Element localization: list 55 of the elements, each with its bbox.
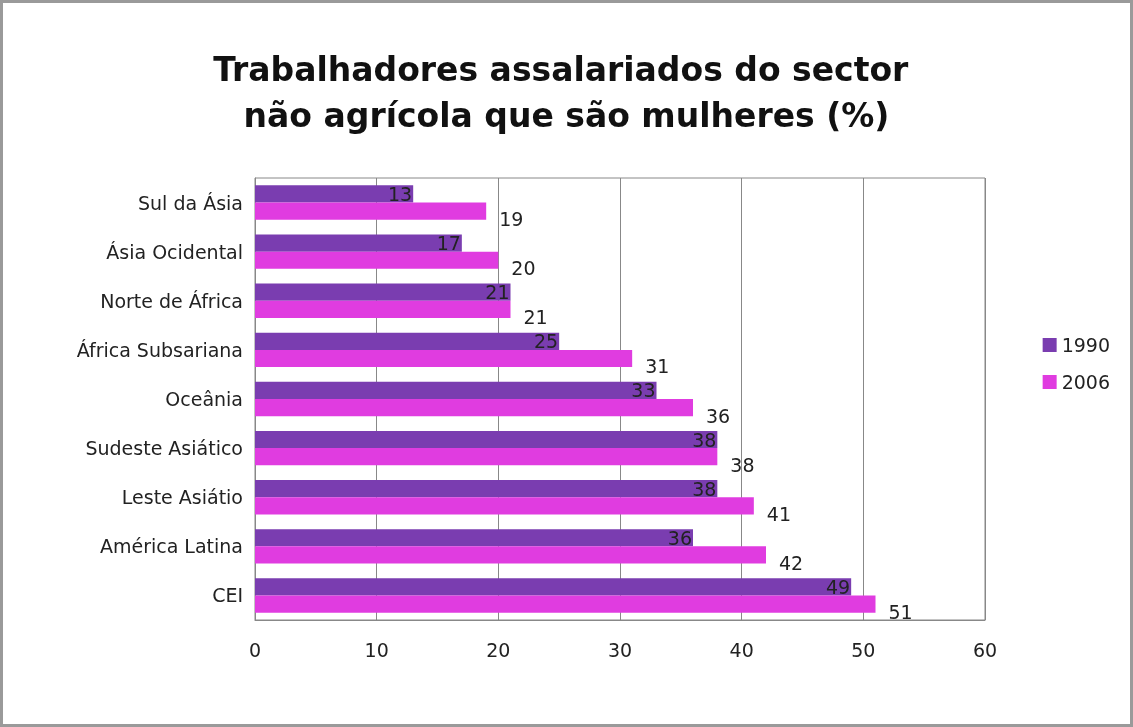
data-label: 49 [825,575,851,598]
x-tick-label: 50 [851,638,876,661]
data-label: 38 [692,477,717,500]
data-label: 36 [706,404,731,427]
chart-title: Trabalhadores assalariados do sector não agrícola que são mulheres (%) [213,49,920,135]
data-label: 25 [533,330,559,353]
bar [255,251,499,269]
bar [255,546,766,564]
data-label: 42 [779,551,804,574]
bar [255,185,414,203]
bar [255,399,693,417]
data-label: 51 [888,601,913,624]
data-label: 17 [436,232,461,255]
bar [255,480,718,498]
bar [255,529,693,547]
legend-label: 1990 [1061,334,1111,356]
x-tick-label: 0 [248,638,262,661]
data-label: 38 [730,453,755,476]
bar [255,497,754,515]
data-label: 21 [485,281,510,304]
data-label: 38 [692,428,717,451]
data-label: 33 [631,379,656,402]
data-label: 41 [766,502,792,525]
data-label: 31 [645,355,670,378]
x-tick-label: 40 [729,638,754,661]
bar [255,448,718,466]
bar [255,381,657,399]
data-label: 21 [523,306,548,329]
y-tick-label: CEI [212,584,243,607]
bar [255,300,511,318]
y-tick-label: Leste Asiátio [121,486,243,509]
data-label: 20 [511,257,536,280]
data-label: 19 [499,208,524,231]
y-tick-label: Sudeste Asiático [85,437,243,460]
x-tick-label: 30 [607,638,633,661]
x-tick-label: 10 [364,638,389,661]
y-tick-label: Norte de África [100,289,243,312]
bar [255,202,487,220]
y-tick-label: Sul da Ásia [138,191,243,214]
y-tick-label: Oceânia [165,388,243,410]
bar [255,234,462,252]
y-tick-label: Ásia Ocidental [106,240,243,263]
x-tick-label: 20 [486,638,511,661]
y-tick-label: África Subsariana [76,338,243,361]
legend-label: 2006 [1061,371,1111,393]
bar [255,595,876,613]
bar [255,349,633,368]
x-tick-label: 60 [972,638,998,661]
bar [255,430,718,449]
bar [255,283,511,301]
bar [255,578,852,596]
bar [255,332,560,350]
y-tick-label: América Latina [99,535,243,558]
data-label: 13 [387,182,413,205]
data-label: 36 [667,526,692,549]
